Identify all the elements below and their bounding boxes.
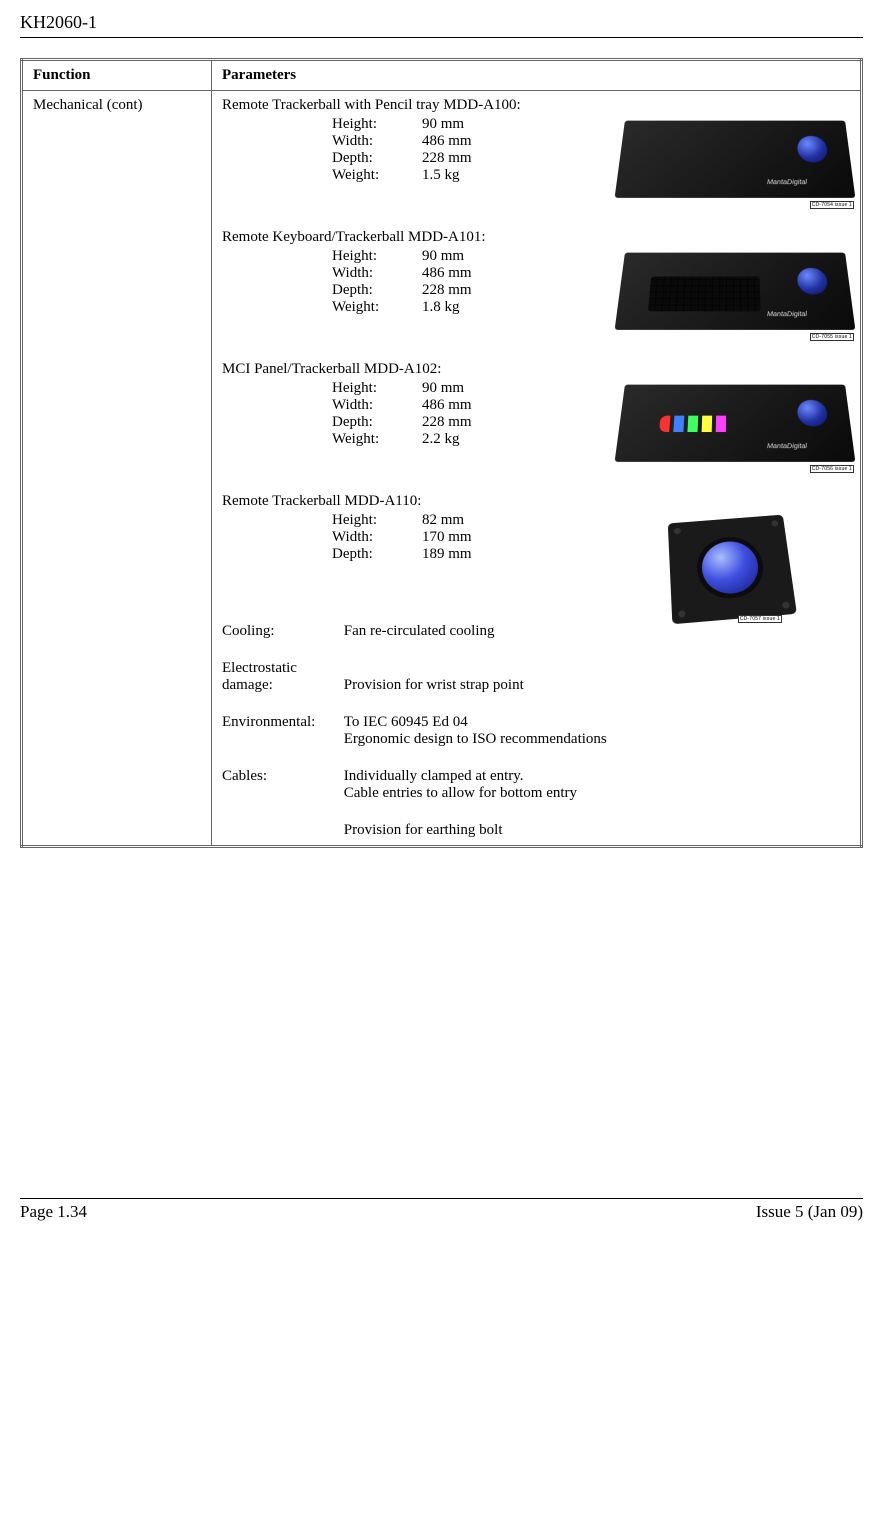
brand-text: MantaDigital xyxy=(767,179,807,186)
product-title: Remote Trackerball with Pencil tray MDD-… xyxy=(222,97,850,114)
col-header-parameters: Parameters xyxy=(212,60,862,91)
misc-label: Cables: xyxy=(222,768,340,785)
spec-value: 228 mm xyxy=(422,414,472,431)
spec-value: 170 mm xyxy=(422,529,472,546)
spec-label: Weight: xyxy=(332,167,422,184)
spec-value: 90 mm xyxy=(422,380,464,397)
misc-value-line: To IEC 60945 Ed 04 xyxy=(344,714,468,730)
misc-row-cables: Cables: Individually clamped at entry. C… xyxy=(222,768,850,802)
header-rule xyxy=(20,37,863,38)
misc-label: Cooling: xyxy=(222,623,340,640)
footer-rule xyxy=(20,1198,863,1199)
spec-label: Width: xyxy=(332,133,422,150)
product-title: Remote Trackerball MDD-A110: xyxy=(222,493,850,510)
spec-value: 1.8 kg xyxy=(422,299,460,316)
spec-value: 82 mm xyxy=(422,512,464,529)
col-header-function: Function xyxy=(22,60,212,91)
misc-label: Electrostatic xyxy=(222,660,340,677)
spec-value: 228 mm xyxy=(422,282,472,299)
product-block: MCI Panel/Trackerball MDD-A102: Height:9… xyxy=(222,361,850,448)
product-block: Remote Trackerball with Pencil tray MDD-… xyxy=(222,97,850,184)
spec-value: 486 mm xyxy=(422,133,472,150)
spec-value: 486 mm xyxy=(422,397,472,414)
misc-label: Environmental: xyxy=(222,714,340,731)
misc-value: Provision for earthing bolt xyxy=(344,822,503,839)
misc-value-line: Individually clamped at entry. xyxy=(344,768,524,784)
misc-value-line: Ergonomic design to ISO recommendations xyxy=(344,731,607,747)
spec-value: 90 mm xyxy=(422,248,464,265)
misc-value: Fan re-circulated cooling xyxy=(344,623,495,640)
spec-label: Weight: xyxy=(332,431,422,448)
spec-label: Height: xyxy=(332,380,422,397)
product-block: Remote Trackerball MDD-A110: Height:82 m… xyxy=(222,493,850,563)
page-footer: Page 1.34 Issue 5 (Jan 09) xyxy=(20,1198,863,1222)
product-block: Remote Keyboard/Trackerball MDD-A101: He… xyxy=(222,229,850,316)
image-label: CD-7056 issue 1 xyxy=(810,465,854,473)
page-number: Page 1.34 xyxy=(20,1202,87,1222)
spec-label: Depth: xyxy=(332,414,422,431)
misc-row-cooling: Cooling: Fan re-circulated cooling xyxy=(222,623,850,640)
spec-value: 90 mm xyxy=(422,116,464,133)
spec-label: Depth: xyxy=(332,282,422,299)
issue-number: Issue 5 (Jan 09) xyxy=(756,1202,863,1222)
brand-text: MantaDigital xyxy=(767,311,807,318)
misc-value: Individually clamped at entry. Cable ent… xyxy=(344,768,577,802)
misc-row-earthing: Provision for earthing bolt xyxy=(222,822,850,839)
misc-value-line: Cable entries to allow for bottom entry xyxy=(344,785,577,801)
spec-label: Depth: xyxy=(332,150,422,167)
misc-label: damage: xyxy=(222,677,340,694)
parameters-cell: Remote Trackerball with Pencil tray MDD-… xyxy=(212,91,862,847)
spec-value: 189 mm xyxy=(422,546,472,563)
misc-value: Provision for wrist strap point xyxy=(344,677,524,694)
misc-value: To IEC 60945 Ed 04 Ergonomic design to I… xyxy=(344,714,607,748)
image-label: CD-7057 issue 1 xyxy=(738,615,782,623)
spec-value: 486 mm xyxy=(422,265,472,282)
spec-label: Width: xyxy=(332,265,422,282)
document-id: KH2060-1 xyxy=(20,12,863,33)
spec-label: Width: xyxy=(332,397,422,414)
spec-label: Width: xyxy=(332,529,422,546)
image-label: CD-7055 issue 1 xyxy=(810,333,854,341)
spec-value: 228 mm xyxy=(422,150,472,167)
product-image: MantaDigital CD-7056 issue 1 xyxy=(620,379,850,464)
spec-label: Height: xyxy=(332,116,422,133)
spec-label: Height: xyxy=(332,248,422,265)
product-image: MantaDigital CD-7054 issue 1 xyxy=(620,115,850,200)
misc-row-environmental: Environmental: To IEC 60945 Ed 04 Ergono… xyxy=(222,714,850,748)
brand-text: MantaDigital xyxy=(767,443,807,450)
function-cell: Mechanical (cont) xyxy=(22,91,212,847)
spec-value: 1.5 kg xyxy=(422,167,460,184)
product-image: CD-7057 issue 1 xyxy=(670,513,790,621)
misc-row-esd: Electrostatic damage: Provision for wris… xyxy=(222,660,850,694)
spec-value: 2.2 kg xyxy=(422,431,460,448)
product-title: Remote Keyboard/Trackerball MDD-A101: xyxy=(222,229,850,246)
product-title: MCI Panel/Trackerball MDD-A102: xyxy=(222,361,850,378)
spec-label: Height: xyxy=(332,512,422,529)
spec-label: Depth: xyxy=(332,546,422,563)
image-label: CD-7054 issue 1 xyxy=(810,201,854,209)
spec-label: Weight: xyxy=(332,299,422,316)
specifications-table: Function Parameters Mechanical (cont) Re… xyxy=(20,58,863,848)
product-image: MantaDigital CD-7055 issue 1 xyxy=(620,247,850,332)
